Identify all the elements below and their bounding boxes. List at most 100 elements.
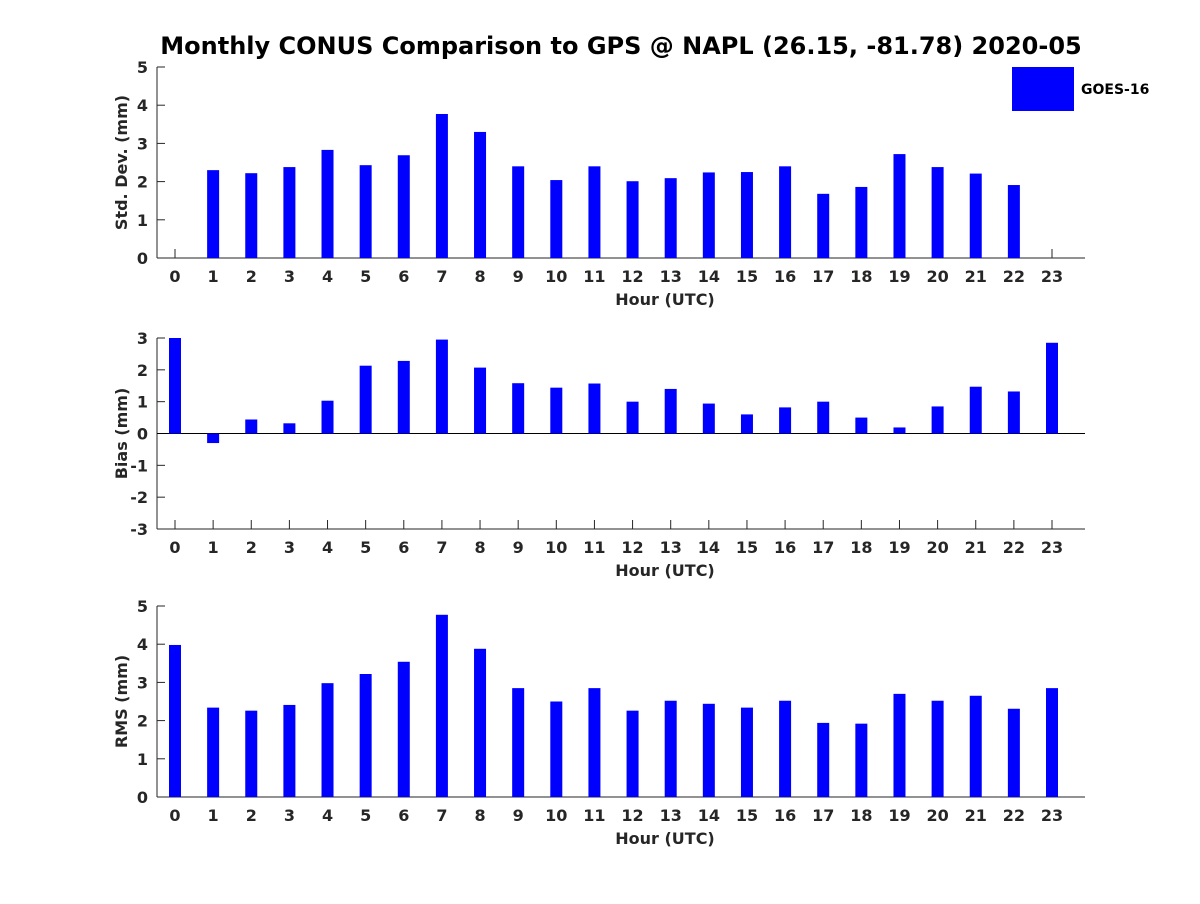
y-axis-label: Bias (mm) bbox=[112, 388, 131, 480]
x-tick-label: 20 bbox=[926, 267, 948, 286]
bar-rms-hour-0 bbox=[169, 644, 181, 797]
y-tick-label: 5 bbox=[137, 597, 148, 616]
bar-rms-hour-11 bbox=[588, 688, 601, 797]
legend: GOES-16 bbox=[1012, 67, 1149, 111]
bar-std-dev-hour-11 bbox=[588, 166, 601, 258]
x-tick-label: 12 bbox=[621, 267, 643, 286]
x-tick-label: 22 bbox=[1003, 806, 1025, 825]
x-tick-label: 6 bbox=[398, 538, 409, 557]
bar-bias-hour-6 bbox=[397, 360, 410, 434]
bar-rms-hour-5 bbox=[359, 673, 372, 797]
x-tick-label: 3 bbox=[284, 267, 295, 286]
x-tick-label: 19 bbox=[888, 267, 910, 286]
bar-bias-hour-20 bbox=[931, 406, 944, 434]
bar-rms-hour-14 bbox=[702, 703, 715, 797]
chart-title: Monthly CONUS Comparison to GPS @ NAPL (… bbox=[160, 32, 1081, 60]
bar-std-dev-hour-19 bbox=[893, 154, 906, 258]
bar-std-dev-hour-10 bbox=[550, 180, 563, 258]
x-tick-label: 4 bbox=[322, 538, 333, 557]
x-tick-label: 18 bbox=[850, 806, 872, 825]
bar-rms-hour-22 bbox=[1007, 708, 1020, 797]
x-tick-label: 2 bbox=[246, 806, 257, 825]
bar-std-dev-hour-4 bbox=[321, 149, 334, 258]
bar-rms-hour-10 bbox=[550, 701, 563, 797]
y-tick-label: 2 bbox=[137, 361, 148, 380]
y-tick-label: 5 bbox=[137, 58, 148, 77]
bar-rms-hour-18 bbox=[855, 723, 868, 797]
x-tick-label: 23 bbox=[1041, 806, 1063, 825]
x-tick-label: 16 bbox=[774, 538, 796, 557]
bar-rms-hour-12 bbox=[626, 710, 639, 797]
x-tick-label: 1 bbox=[208, 806, 219, 825]
bar-bias-hour-1 bbox=[207, 433, 220, 444]
y-tick-label: 1 bbox=[137, 750, 148, 769]
bar-bias-hour-15 bbox=[740, 414, 753, 434]
x-tick-label: 2 bbox=[246, 538, 257, 557]
x-tick-label: 7 bbox=[436, 538, 447, 557]
x-tick-label: 10 bbox=[545, 538, 567, 557]
x-tick-label: 5 bbox=[360, 806, 371, 825]
bar-bias-hour-21 bbox=[969, 386, 982, 434]
bar-rms-hour-16 bbox=[779, 700, 792, 797]
x-axis-label: Hour (UTC) bbox=[615, 829, 715, 848]
x-tick-label: 17 bbox=[812, 267, 834, 286]
y-tick-label: 2 bbox=[137, 712, 148, 731]
bar-rms-hour-3 bbox=[283, 704, 296, 797]
bar-rms-hour-4 bbox=[321, 683, 334, 797]
x-tick-label: 18 bbox=[850, 267, 872, 286]
x-tick-label: 9 bbox=[513, 267, 524, 286]
x-tick-label: 7 bbox=[436, 267, 447, 286]
y-tick-label: -3 bbox=[130, 520, 148, 539]
y-axis-label: RMS (mm) bbox=[112, 655, 131, 748]
x-tick-label: 20 bbox=[926, 806, 948, 825]
x-tick-label: 22 bbox=[1003, 267, 1025, 286]
legend-label: GOES-16 bbox=[1081, 82, 1149, 98]
x-tick-label: 13 bbox=[660, 806, 682, 825]
x-tick-label: 21 bbox=[965, 267, 987, 286]
x-tick-label: 13 bbox=[660, 538, 682, 557]
x-tick-label: 5 bbox=[360, 538, 371, 557]
x-tick-label: 16 bbox=[774, 267, 796, 286]
bar-bias-hour-8 bbox=[474, 367, 487, 434]
x-axis-label: Hour (UTC) bbox=[615, 561, 715, 580]
bar-std-dev-hour-1 bbox=[207, 170, 220, 258]
bar-std-dev-hour-8 bbox=[474, 131, 487, 258]
y-axis-label: Std. Dev. (mm) bbox=[112, 95, 131, 230]
x-tick-label: 0 bbox=[169, 806, 180, 825]
y-tick-label: 1 bbox=[137, 211, 148, 230]
bar-rms-hour-9 bbox=[512, 688, 525, 797]
bar-bias-hour-3 bbox=[283, 423, 296, 434]
bar-bias-hour-12 bbox=[626, 401, 639, 434]
bar-bias-hour-19 bbox=[893, 427, 906, 434]
bar-std-dev-hour-20 bbox=[931, 167, 944, 258]
x-tick-label: 8 bbox=[474, 806, 485, 825]
x-tick-label: 6 bbox=[398, 267, 409, 286]
y-tick-label: 0 bbox=[137, 425, 148, 444]
x-tick-label: 21 bbox=[965, 806, 987, 825]
bar-std-dev-hour-12 bbox=[626, 181, 639, 258]
bar-std-dev-hour-17 bbox=[817, 193, 830, 258]
bar-bias-hour-18 bbox=[855, 417, 868, 434]
x-tick-label: 7 bbox=[436, 806, 447, 825]
bar-rms-hour-17 bbox=[817, 722, 830, 797]
bar-std-dev-hour-9 bbox=[512, 166, 525, 258]
bar-bias-hour-16 bbox=[779, 407, 792, 434]
y-tick-label: 3 bbox=[137, 329, 148, 348]
bar-std-dev-hour-6 bbox=[397, 155, 410, 258]
bar-bias-hour-7 bbox=[435, 339, 448, 434]
x-tick-label: 0 bbox=[169, 267, 180, 286]
x-tick-label: 2 bbox=[246, 267, 257, 286]
x-tick-label: 5 bbox=[360, 267, 371, 286]
y-tick-label: 1 bbox=[137, 393, 148, 412]
y-tick-label: 2 bbox=[137, 173, 148, 192]
x-tick-label: 3 bbox=[284, 806, 295, 825]
x-tick-label: 18 bbox=[850, 538, 872, 557]
bar-std-dev-hour-22 bbox=[1007, 185, 1020, 258]
bar-std-dev-hour-21 bbox=[969, 173, 982, 258]
bar-bias-hour-17 bbox=[817, 401, 830, 434]
bar-bias-hour-4 bbox=[321, 400, 334, 434]
x-tick-label: 3 bbox=[284, 538, 295, 557]
